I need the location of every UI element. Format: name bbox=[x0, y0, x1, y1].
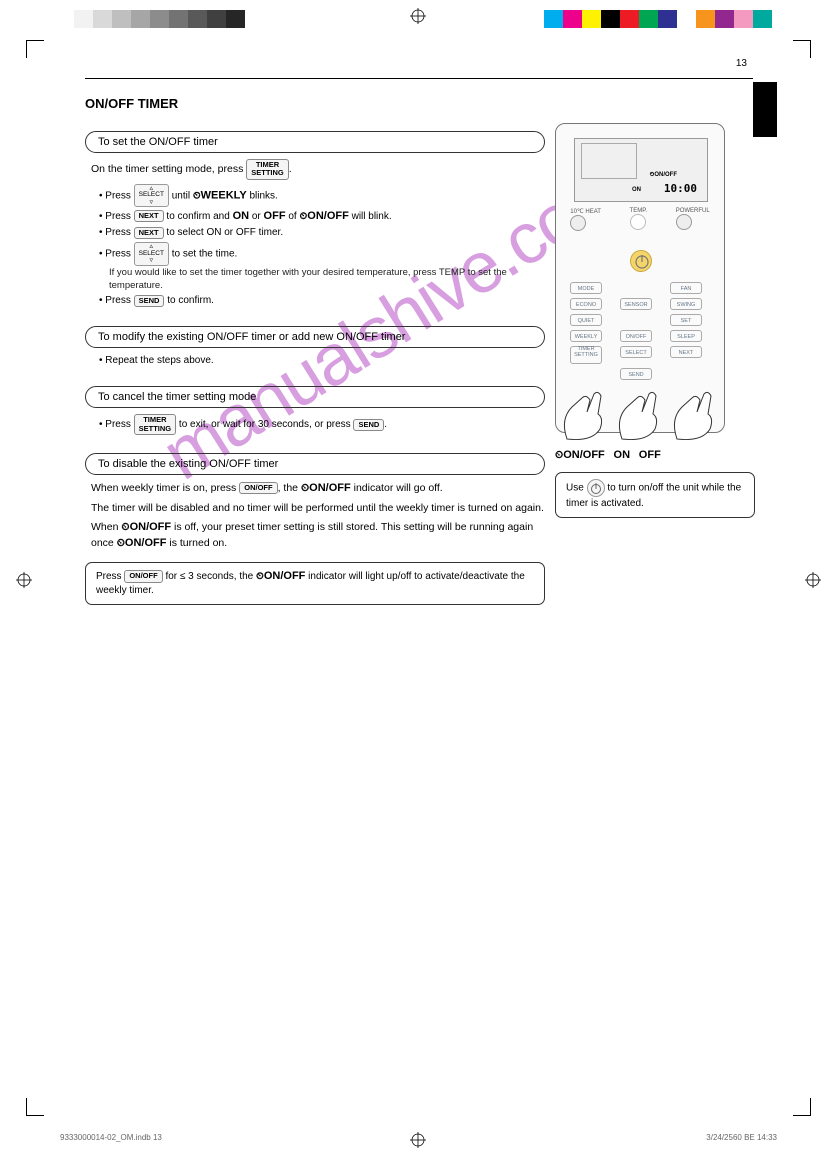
next-button-icon: NEXT bbox=[134, 227, 164, 239]
side-note: Use to turn on/off the unit while the ti… bbox=[555, 472, 755, 518]
swatch bbox=[207, 10, 226, 28]
send-button-icon: SEND bbox=[134, 295, 165, 307]
swatch bbox=[715, 10, 734, 28]
section-title: To modify the existing ON/OFF timer or a… bbox=[98, 331, 405, 343]
swatch bbox=[753, 10, 772, 28]
swatch bbox=[601, 10, 620, 28]
footer-right: 3/24/2560 BE 14:33 bbox=[706, 1133, 777, 1142]
registration-mark bbox=[805, 572, 821, 588]
next-button-icon: NEXT bbox=[134, 210, 164, 222]
page-heading: ON/OFF TIMER bbox=[85, 96, 755, 111]
grayscale-calibration-bar bbox=[55, 10, 245, 28]
swatch bbox=[93, 10, 112, 28]
onoff-label: ON/OFF bbox=[264, 570, 306, 582]
onoff-button-icon: ON/OFF bbox=[124, 570, 162, 582]
step-row: On the timer setting mode, press TIMER S… bbox=[91, 159, 545, 180]
crop-mark bbox=[793, 40, 811, 58]
swatch bbox=[55, 10, 74, 28]
section-cancel-timer: To cancel the timer setting mode bbox=[85, 386, 545, 408]
remote-on-label: ON bbox=[632, 187, 641, 193]
page-tab bbox=[753, 82, 777, 137]
remote-onoff-icon: ⏲ON/OFF bbox=[650, 172, 677, 179]
step-row: • Press NEXT to confirm and ON or OFF of… bbox=[99, 209, 545, 224]
swatch bbox=[582, 10, 601, 28]
swatch bbox=[696, 10, 715, 28]
registration-mark bbox=[410, 1132, 426, 1148]
select-button-icon: ▵SELECT▿ bbox=[134, 184, 169, 208]
step-row: • Repeat the steps above. bbox=[99, 354, 545, 368]
swatch bbox=[658, 10, 677, 28]
onoff-label: ON/OFF bbox=[130, 521, 172, 533]
substep: If you would like to set the timer toget… bbox=[109, 266, 545, 293]
footer-left: 9333000014-02_OM.indb 13 bbox=[60, 1133, 162, 1142]
weekly-label: WEEKLY bbox=[201, 189, 247, 201]
section-title: To cancel the timer setting mode bbox=[98, 391, 256, 403]
step-row: The timer will be disabled and no timer … bbox=[91, 501, 545, 516]
send-button-icon: SEND bbox=[353, 419, 384, 431]
swatch bbox=[734, 10, 753, 28]
swatch bbox=[188, 10, 207, 28]
crop-mark bbox=[793, 1098, 811, 1116]
swatch bbox=[563, 10, 582, 28]
crop-mark bbox=[26, 40, 44, 58]
remote-top-row: 10℃ HEAT TEMP. POWERFUL bbox=[556, 208, 724, 231]
remote-illustration: ⏲ON/OFF ON 10:00 10℃ HEAT TEMP. POWERFUL… bbox=[555, 123, 725, 433]
select-button-icon: ▵SELECT▿ bbox=[134, 242, 169, 266]
remote-caption: ⏲ON/OFF ON OFF bbox=[555, 449, 755, 462]
on-label: ON bbox=[233, 210, 250, 222]
swatch bbox=[639, 10, 658, 28]
timer-setting-button-icon: TIMER SETTING bbox=[246, 159, 289, 180]
swatch bbox=[74, 10, 93, 28]
hands-illustration bbox=[552, 374, 732, 444]
step-row: • Press ▵SELECT▿ until ⏲WEEKLY blinks. bbox=[99, 184, 545, 208]
remote-button-grid: MODE FAN ECONO SENSOR SWING QUIET SET WE… bbox=[570, 282, 714, 380]
onoff-button-icon: ON/OFF bbox=[239, 482, 277, 494]
swatch bbox=[150, 10, 169, 28]
page-rule bbox=[85, 78, 753, 79]
section-disable-timer: To disable the existing ON/OFF timer bbox=[85, 453, 545, 475]
step-row: • Press SEND to confirm. bbox=[99, 294, 545, 308]
onoff-label: ON/OFF bbox=[309, 482, 351, 494]
off-label: OFF bbox=[264, 210, 286, 222]
remote-time: 10:00 bbox=[664, 182, 697, 195]
page-content: ON/OFF TIMER To set the ON/OFF timer On … bbox=[85, 90, 755, 615]
swatch bbox=[226, 10, 245, 28]
swatch bbox=[544, 10, 563, 28]
onoff-label: ON/OFF bbox=[307, 210, 349, 222]
timer-setting-button-icon: TIMER SETTING bbox=[134, 414, 177, 435]
step-row: • Press ▵SELECT▿ to set the time. If you… bbox=[99, 242, 545, 292]
section-title: To disable the existing ON/OFF timer bbox=[98, 458, 278, 470]
swatch bbox=[620, 10, 639, 28]
main-column: To set the ON/OFF timer On the timer set… bbox=[85, 113, 545, 615]
step-row: When weekly timer is on, press ON/OFF, t… bbox=[91, 481, 545, 497]
onoff-label: ON/OFF bbox=[125, 537, 167, 549]
section-title: To set the ON/OFF timer bbox=[98, 136, 218, 148]
color-calibration-bar bbox=[544, 10, 772, 28]
swatch bbox=[677, 10, 696, 28]
swatch bbox=[169, 10, 188, 28]
side-column: ⏲ON/OFF ON 10:00 10℃ HEAT TEMP. POWERFUL… bbox=[555, 113, 755, 528]
note-box: Press ON/OFF for ≤ 3 seconds, the ⏲ON/OF… bbox=[85, 562, 545, 605]
power-icon bbox=[587, 479, 605, 497]
power-button-icon bbox=[630, 250, 652, 272]
page-number: 13 bbox=[736, 58, 747, 69]
swatch bbox=[131, 10, 150, 28]
step-row: When ⏲ON/OFF is off, your preset timer s… bbox=[91, 520, 545, 552]
registration-mark bbox=[16, 572, 32, 588]
section-set-timer: To set the ON/OFF timer bbox=[85, 131, 545, 153]
step-row: • Press NEXT to select ON or OFF timer. bbox=[99, 226, 545, 240]
section-modify-timer: To modify the existing ON/OFF timer or a… bbox=[85, 326, 545, 348]
step-row: • Press TIMER SETTING to exit, or wait f… bbox=[99, 414, 545, 435]
registration-mark bbox=[410, 8, 426, 24]
crop-mark bbox=[26, 1098, 44, 1116]
swatch bbox=[112, 10, 131, 28]
remote-screen: ⏲ON/OFF ON 10:00 bbox=[574, 138, 708, 202]
